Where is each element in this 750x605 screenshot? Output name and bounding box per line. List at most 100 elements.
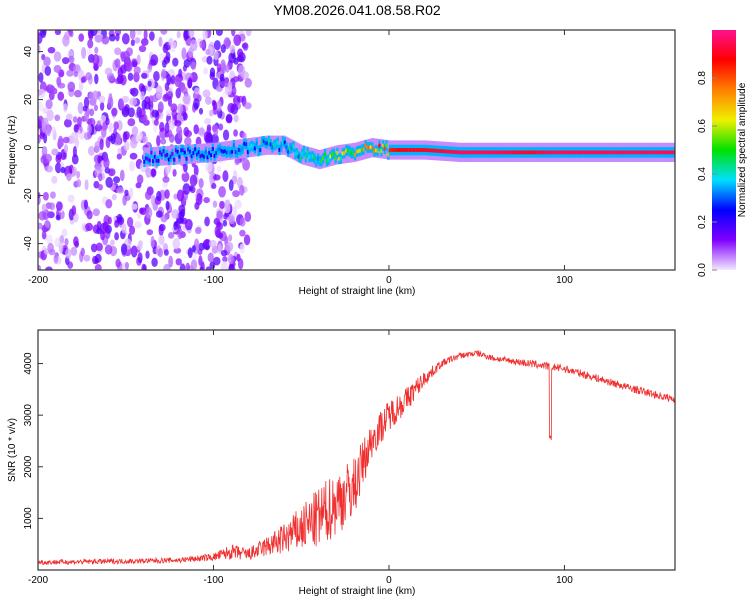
ridge-core xyxy=(211,147,214,151)
ridge-core xyxy=(522,150,525,155)
noise-mark xyxy=(165,165,171,175)
ridge-core xyxy=(511,150,515,155)
noise-mark xyxy=(129,97,138,107)
noise-mark xyxy=(182,93,191,105)
noise-mark xyxy=(131,60,138,67)
ridge-core xyxy=(353,153,357,157)
noise-mark xyxy=(212,100,218,111)
ridge-core xyxy=(585,150,588,155)
ridge-core xyxy=(145,156,148,161)
ridge-core xyxy=(534,150,537,155)
noise-mark xyxy=(157,235,165,246)
noise-mark xyxy=(208,109,214,117)
ridge-core xyxy=(269,142,272,147)
noise-mark xyxy=(150,168,157,177)
ridge-core xyxy=(596,150,599,155)
noise-mark xyxy=(219,73,225,82)
ridge-core xyxy=(194,147,197,152)
ridge-core xyxy=(645,150,648,155)
noise-mark xyxy=(78,80,84,92)
noise-mark xyxy=(93,104,98,112)
noise-mark xyxy=(189,174,198,187)
ridge-core xyxy=(589,150,592,155)
noise-mark xyxy=(72,145,77,158)
ridge-core xyxy=(415,148,418,152)
noise-mark xyxy=(38,72,44,83)
ridge-core xyxy=(246,150,250,154)
noise-mark xyxy=(177,227,183,240)
noise-mark xyxy=(216,63,222,73)
noise-mark xyxy=(127,118,136,127)
ridge-core xyxy=(541,150,544,155)
noise-mark xyxy=(94,34,103,43)
ridge-core xyxy=(478,150,481,155)
ridge-core xyxy=(624,150,627,155)
noise-mark xyxy=(184,136,192,147)
noise-mark xyxy=(222,170,229,182)
ridge-core xyxy=(660,150,664,155)
noise-mark xyxy=(58,235,65,246)
colorbar-bar xyxy=(712,30,736,270)
ridge-core xyxy=(399,148,402,152)
ridge-core xyxy=(225,150,228,155)
ridge-core xyxy=(455,150,458,155)
noise-mark xyxy=(172,57,179,67)
ridge-core xyxy=(406,148,409,152)
noise-mark xyxy=(168,255,174,268)
ridge-core xyxy=(178,154,181,159)
ridge-core xyxy=(264,140,267,145)
noise-mark xyxy=(115,33,120,42)
noise-mark xyxy=(46,234,53,246)
ridge-core xyxy=(525,150,529,155)
noise-mark xyxy=(101,35,110,45)
noise-mark xyxy=(51,148,59,156)
ridge-core xyxy=(560,150,564,155)
ridge-core xyxy=(653,150,657,155)
noise-mark xyxy=(214,225,221,238)
noise-mark xyxy=(182,112,188,121)
noise-mark xyxy=(164,189,170,199)
noise-mark xyxy=(87,39,94,49)
noise-mark xyxy=(233,114,239,123)
ridge-core xyxy=(267,139,271,143)
noise-mark xyxy=(193,124,199,135)
ridge-core xyxy=(529,150,532,155)
ridge-core xyxy=(220,148,223,153)
noise-mark xyxy=(122,194,127,206)
noise-mark xyxy=(97,155,102,164)
ridge-core xyxy=(464,150,467,155)
ridge-core xyxy=(418,148,421,152)
noise-mark xyxy=(44,65,52,76)
ridge-core xyxy=(387,152,390,157)
ridge-core xyxy=(555,150,558,155)
noise-mark xyxy=(213,40,221,51)
noise-mark xyxy=(176,31,181,39)
noise-mark xyxy=(173,193,178,200)
noise-mark xyxy=(121,223,127,234)
y-tick-label: 3000 xyxy=(23,404,34,427)
ridge-core xyxy=(259,148,262,152)
noise-mark xyxy=(104,244,113,255)
ridge-core xyxy=(159,150,162,155)
noise-mark xyxy=(136,54,141,65)
noise-mark xyxy=(198,107,204,115)
ridge-core xyxy=(188,149,192,154)
ridge-core xyxy=(611,150,615,155)
noise-mark xyxy=(62,136,70,144)
ridge-core xyxy=(443,149,446,154)
ridge-core xyxy=(466,150,469,155)
ridge-core xyxy=(620,150,623,155)
noise-mark xyxy=(165,200,170,211)
ridge-core xyxy=(445,149,448,154)
noise-mark xyxy=(198,242,205,251)
noise-mark xyxy=(242,42,249,51)
ridge-core xyxy=(497,150,500,155)
noise-mark xyxy=(190,259,198,270)
ridge-core xyxy=(381,143,385,148)
noise-mark xyxy=(70,131,78,144)
colorbar-tick-label: 0.6 xyxy=(697,119,708,133)
ridge-core xyxy=(448,149,451,154)
noise-mark xyxy=(177,103,184,115)
noise-mark xyxy=(144,190,152,201)
